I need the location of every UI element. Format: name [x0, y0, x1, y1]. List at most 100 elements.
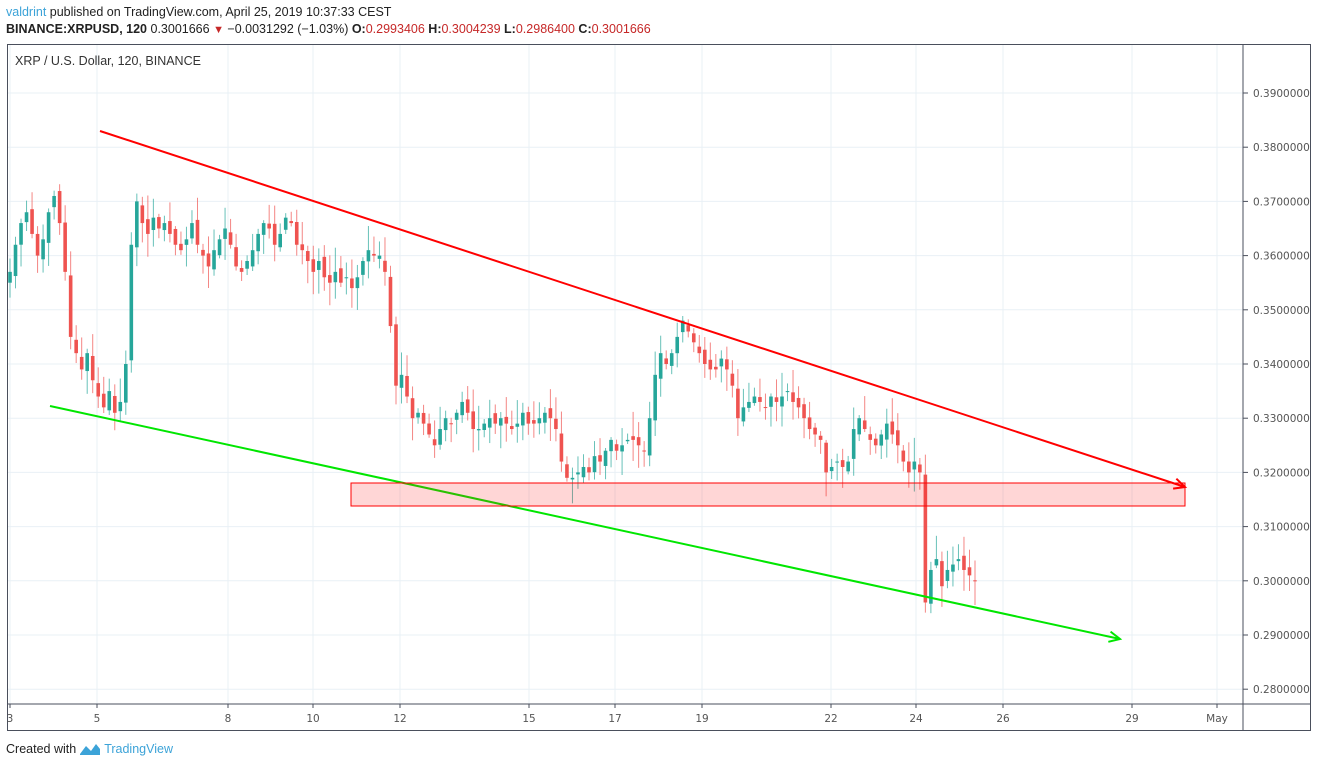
published-text: published on TradingView.com, April 25, … [46, 5, 392, 19]
ohlc-line: BINANCE:XRPUSD, 120 0.3001666 ▼ −0.00312… [6, 22, 651, 36]
candle-up [780, 396, 784, 407]
candle-up [13, 244, 18, 277]
candle-down [504, 416, 509, 424]
candle-down [394, 324, 398, 386]
candle-up [24, 212, 29, 223]
time-axis-label: 19 [695, 713, 708, 725]
candle-down [350, 278, 354, 289]
candle-up [537, 418, 542, 424]
candle-up [366, 250, 371, 262]
candle-up [851, 429, 856, 459]
candle-down [465, 399, 470, 413]
candle-up [443, 418, 448, 431]
candle-down [896, 430, 900, 446]
candle-down [796, 397, 801, 408]
candle-down [730, 373, 735, 386]
candle-up [8, 271, 12, 283]
last-price: 0.3001666 [147, 22, 214, 36]
time-axis-label: 26 [996, 713, 1010, 725]
candle-up [846, 461, 850, 472]
chart-frame [7, 44, 1311, 731]
candle-up [498, 418, 503, 426]
time-axis-label: 15 [522, 713, 535, 725]
resistance-trendline[interactable] [99, 130, 1186, 488]
candle-down [173, 228, 178, 245]
candle-down [862, 420, 867, 430]
candle-down [802, 404, 806, 419]
candle-down [840, 460, 845, 467]
candle-down [140, 205, 145, 224]
candle-down [697, 346, 702, 354]
price-axis-label: 0.2900000 [1253, 630, 1310, 642]
candle-up [250, 250, 255, 267]
chart-title: XRP / U.S. Dollar, 120, BINANCE [15, 54, 201, 68]
price-axis-label: 0.3900000 [1253, 88, 1310, 100]
candle-down [294, 221, 299, 245]
symbol-label: BINANCE:XRPUSD, 120 [6, 22, 148, 36]
candle-down [410, 398, 415, 419]
candle-down [691, 333, 696, 343]
candle-down [636, 437, 641, 446]
candle-down [195, 219, 200, 245]
candle-down [289, 221, 294, 224]
low-value: 0.2986400 [515, 22, 575, 36]
candle-up [190, 223, 194, 239]
candle-up [857, 418, 861, 435]
candle-up [658, 353, 663, 379]
candle-up [85, 353, 89, 372]
candle-up [212, 250, 216, 270]
candle-up [135, 201, 139, 248]
candle-down [868, 434, 873, 440]
candle-up [261, 223, 266, 235]
time-axis-label: 3 [7, 713, 14, 725]
candle-up [107, 391, 112, 411]
candle-down [35, 233, 40, 256]
candle-up [752, 396, 757, 404]
candle-up [543, 412, 547, 423]
candle-down [388, 276, 393, 327]
candle-up [653, 374, 657, 421]
candle-down [234, 247, 238, 267]
candle-up [416, 412, 420, 418]
candle-down [725, 359, 729, 370]
candle-down [421, 412, 426, 424]
candle-down [614, 444, 619, 451]
candle-down [30, 209, 34, 234]
footer: Created with TradingView [6, 742, 173, 756]
time-axis-label: 12 [393, 713, 406, 725]
candle-up [124, 364, 128, 403]
candle-up [669, 353, 674, 366]
candle-up [476, 429, 481, 431]
candle-down [311, 259, 316, 272]
open-value: 0.2993406 [365, 22, 425, 36]
tradingview-brand-link[interactable]: TradingView [104, 742, 173, 756]
publisher-username[interactable]: valdrint [6, 5, 47, 19]
candle-up [592, 456, 597, 473]
candle-up [929, 569, 933, 604]
created-with-label: Created with [6, 742, 77, 756]
candle-up [680, 320, 685, 333]
candle-down [813, 427, 817, 435]
support-zone-rectangle[interactable] [350, 482, 1186, 507]
candle-down [79, 356, 84, 370]
candle-down [449, 423, 453, 425]
candle-up [129, 244, 134, 361]
candle-up [609, 439, 613, 452]
candles [8, 184, 977, 614]
candle-down [228, 232, 233, 245]
candle-down [96, 383, 101, 397]
support-trendline[interactable] [49, 405, 1121, 640]
candle-down [714, 366, 718, 370]
price-axis-label: 0.3800000 [1253, 142, 1310, 154]
candle-up [377, 255, 382, 259]
candle-up [879, 434, 884, 446]
candle-up [217, 239, 222, 256]
candle-up [41, 239, 45, 260]
candle-down [901, 450, 906, 462]
price-axis-label: 0.3700000 [1253, 196, 1310, 208]
low-label: L: [500, 22, 516, 36]
candle-up [438, 429, 442, 445]
tradingview-logo-icon [80, 744, 101, 755]
time-axis-label: 10 [306, 713, 319, 725]
